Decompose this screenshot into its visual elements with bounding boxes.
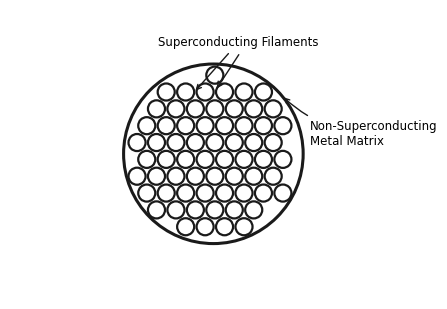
Circle shape bbox=[197, 184, 214, 201]
Circle shape bbox=[216, 117, 233, 134]
Circle shape bbox=[265, 168, 282, 185]
Circle shape bbox=[216, 218, 233, 235]
Circle shape bbox=[138, 184, 155, 201]
Circle shape bbox=[177, 117, 194, 134]
Circle shape bbox=[158, 151, 175, 168]
Circle shape bbox=[207, 67, 224, 84]
Circle shape bbox=[187, 201, 204, 218]
Circle shape bbox=[216, 83, 233, 100]
Circle shape bbox=[245, 134, 262, 151]
Circle shape bbox=[197, 218, 214, 235]
Circle shape bbox=[236, 83, 253, 100]
Circle shape bbox=[138, 117, 155, 134]
Circle shape bbox=[226, 168, 243, 185]
Circle shape bbox=[197, 151, 214, 168]
Circle shape bbox=[216, 151, 233, 168]
Circle shape bbox=[274, 184, 291, 201]
Circle shape bbox=[207, 134, 224, 151]
Circle shape bbox=[245, 201, 262, 218]
Circle shape bbox=[216, 184, 233, 201]
Circle shape bbox=[245, 168, 262, 185]
Circle shape bbox=[236, 218, 253, 235]
Circle shape bbox=[158, 184, 175, 201]
Circle shape bbox=[226, 201, 243, 218]
Circle shape bbox=[255, 151, 272, 168]
Circle shape bbox=[138, 151, 155, 168]
Circle shape bbox=[168, 134, 185, 151]
Circle shape bbox=[168, 100, 185, 117]
Circle shape bbox=[274, 117, 291, 134]
Circle shape bbox=[148, 134, 165, 151]
Circle shape bbox=[158, 83, 175, 100]
Circle shape bbox=[265, 134, 282, 151]
Circle shape bbox=[158, 117, 175, 134]
Circle shape bbox=[168, 201, 185, 218]
Circle shape bbox=[197, 117, 214, 134]
Circle shape bbox=[255, 83, 272, 100]
Text: Superconducting Filaments: Superconducting Filaments bbox=[158, 36, 319, 90]
Circle shape bbox=[177, 184, 194, 201]
Circle shape bbox=[187, 100, 204, 117]
Circle shape bbox=[207, 100, 224, 117]
Circle shape bbox=[197, 83, 214, 100]
Circle shape bbox=[265, 100, 282, 117]
Circle shape bbox=[207, 168, 224, 185]
Circle shape bbox=[245, 100, 262, 117]
Circle shape bbox=[177, 218, 194, 235]
Circle shape bbox=[255, 117, 272, 134]
Circle shape bbox=[187, 168, 204, 185]
Circle shape bbox=[128, 134, 146, 151]
Circle shape bbox=[148, 100, 165, 117]
Circle shape bbox=[128, 168, 146, 185]
Circle shape bbox=[177, 151, 194, 168]
Circle shape bbox=[236, 184, 253, 201]
Circle shape bbox=[236, 151, 253, 168]
Circle shape bbox=[148, 168, 165, 185]
Circle shape bbox=[226, 100, 243, 117]
Circle shape bbox=[274, 151, 291, 168]
Circle shape bbox=[168, 168, 185, 185]
Circle shape bbox=[187, 134, 204, 151]
Circle shape bbox=[123, 64, 303, 243]
Circle shape bbox=[236, 117, 253, 134]
Circle shape bbox=[207, 201, 224, 218]
Circle shape bbox=[226, 134, 243, 151]
Text: Non-Superconducting
Metal Matrix: Non-Superconducting Metal Matrix bbox=[285, 99, 438, 148]
Circle shape bbox=[177, 83, 194, 100]
Circle shape bbox=[148, 201, 165, 218]
Circle shape bbox=[255, 184, 272, 201]
